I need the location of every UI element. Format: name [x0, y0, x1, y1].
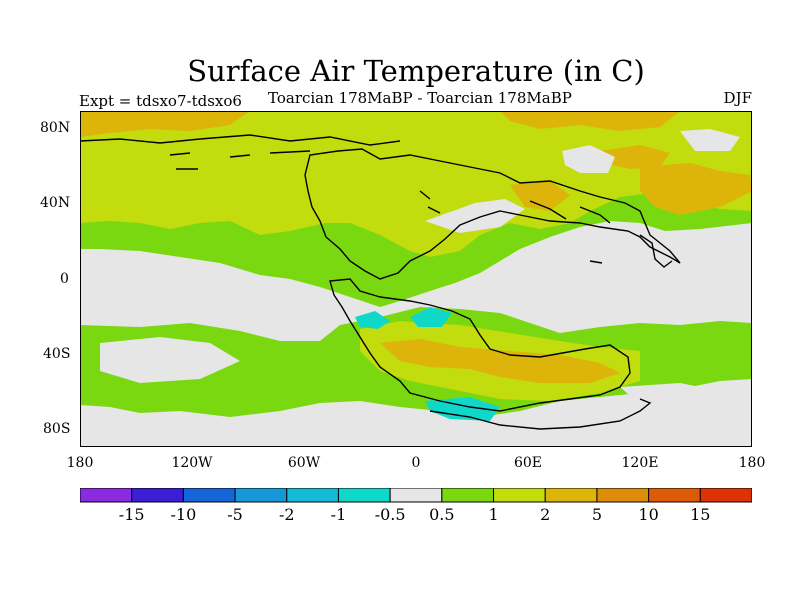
- lon-tick-180w: 180: [66, 455, 94, 471]
- colorbar-label-1: -10: [170, 505, 197, 524]
- lon-tick-60w: 60W: [287, 455, 321, 471]
- colorbar: [80, 488, 752, 503]
- lon-tick-60e: 60E: [513, 455, 543, 471]
- colorbar-label-6: 0.5: [429, 505, 455, 524]
- lat-tick-0: 0: [60, 271, 69, 287]
- colorbar-swatch-8: [493, 488, 546, 503]
- colorbar-swatch-5: [337, 488, 391, 503]
- coastline-east-island: [639, 234, 673, 268]
- colorbar-swatch-9: [544, 488, 598, 503]
- coastline-north-america: [304, 148, 681, 280]
- season-label: DJF: [723, 89, 752, 107]
- colorbar-swatch-10: [596, 488, 650, 503]
- lon-tick-120w: 120W: [171, 455, 213, 471]
- cyan-patch-c: [425, 397, 500, 421]
- lon-tick-180e: 180: [738, 455, 766, 471]
- coastline-south-america: [329, 278, 631, 412]
- south-orange-field: [380, 339, 620, 383]
- colorbar-swatch-11: [648, 488, 701, 503]
- experiment-label: Expt = tdsxo7-tdsxo6: [79, 92, 242, 110]
- colorbar-label-9: 5: [591, 505, 603, 524]
- arctic-orange-patch: [80, 111, 250, 137]
- tethys-grey-patch: [425, 199, 525, 233]
- siberia-orange-patch: [600, 145, 670, 169]
- colorbar-swatch-3: [234, 488, 288, 503]
- colorbar-label-8: 2: [540, 505, 551, 524]
- south-grey-hole-west: [100, 337, 240, 383]
- coastline-arctic-strip: [80, 134, 401, 146]
- cyan-patch-b: [410, 307, 452, 327]
- lon-tick-0: 0: [411, 455, 421, 471]
- colorbar-swatch-0: [80, 488, 133, 503]
- lat-tick-80s: 80S: [43, 421, 71, 437]
- period-label: Toarcian 178MaBP - Toarcian 178MaBP: [268, 89, 572, 107]
- coastline-arctic-islands: [169, 150, 441, 214]
- arctic-orange-patch-east: [500, 111, 680, 131]
- colorbar-swatch-7: [441, 488, 495, 503]
- equatorial-west-green: [80, 227, 230, 249]
- coastline-antarctica: [429, 398, 652, 430]
- eurasia-orange-patch: [640, 163, 752, 215]
- colorbar-swatch-12: [699, 488, 752, 503]
- arctic-grey-patch: [680, 129, 740, 151]
- asia-orange-patch: [510, 181, 570, 211]
- colorbar-swatch-2: [182, 488, 236, 503]
- colorbar-swatch-6: [389, 488, 443, 503]
- colorbar-label-0: -15: [118, 505, 145, 524]
- colorbar-label-3: -2: [278, 505, 295, 524]
- colorbar-label-7: 1: [488, 505, 499, 524]
- temperature-anomaly-map: [80, 111, 752, 447]
- cyan-patch-a: [355, 311, 390, 329]
- colorbar-label-5: -0.5: [374, 505, 406, 524]
- coastlines: [80, 134, 681, 430]
- coastline-tethys-islands: [529, 200, 611, 264]
- colorbar-label-4: -1: [330, 505, 347, 524]
- north-pacific-grey-patch: [562, 145, 615, 173]
- lat-tick-40n: 40N: [40, 195, 71, 211]
- colorbar-label-2: -5: [227, 505, 243, 524]
- colorbar-swatch-4: [286, 488, 339, 503]
- map-frame: [80, 111, 752, 447]
- colorbar-swatch-1: [131, 488, 184, 503]
- lat-tick-80n: 80N: [40, 120, 71, 136]
- colorbar-label-11: 15: [690, 505, 711, 524]
- lon-tick-120e: 120E: [621, 455, 659, 471]
- colorbar-label-10: 10: [638, 505, 659, 524]
- south-grey-hole-east: [620, 383, 720, 413]
- lat-tick-40s: 40S: [43, 346, 71, 362]
- plot-title: Surface Air Temperature (in C): [187, 54, 645, 88]
